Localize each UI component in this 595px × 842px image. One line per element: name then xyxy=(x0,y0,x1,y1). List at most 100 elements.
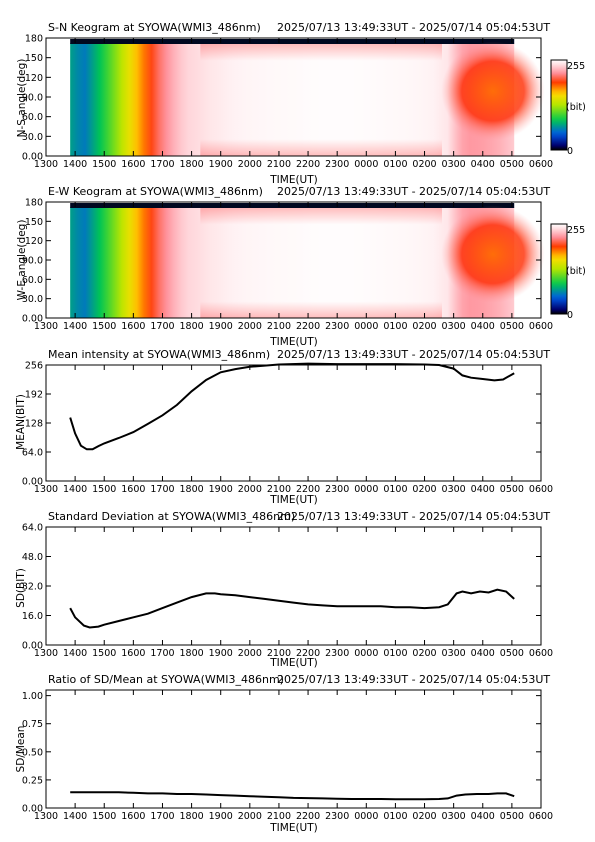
y-tick-label: 60.0 xyxy=(22,275,43,286)
mean-intensity-x-ticks: 1300 1400 1500 1600 1700 1800 1900 2000 2100 2200… xyxy=(34,365,553,495)
x-tick-label: 1400 xyxy=(63,811,87,822)
sn-keogram-range: 2025/07/13 13:49:33UT - 2025/07/14 05:04… xyxy=(277,21,550,34)
ew-colorbar-min: 0 xyxy=(567,310,573,321)
y-tick-label: 0.50 xyxy=(22,747,43,758)
y-tick-label: 180 xyxy=(25,198,43,209)
x-tick-label: 0100 xyxy=(383,648,407,659)
std-dev-ylabel: SD(BIT) xyxy=(15,568,27,608)
sd-mean-ratio-xlabel: TIME(UT) xyxy=(269,822,318,834)
x-tick-label: 1800 xyxy=(179,811,203,822)
sd-mean-ratio-line xyxy=(70,791,515,801)
x-tick-label: 1300 xyxy=(34,811,58,822)
x-tick-label: 1800 xyxy=(179,648,203,659)
x-tick-label: 2200 xyxy=(296,811,320,822)
x-tick-label: 0600 xyxy=(529,811,553,822)
std-dev-y-ticks: 0.00 16.0 32.0 48.0 64.0 xyxy=(22,523,541,652)
sd-mean-ratio-title: Ratio of SD/Mean at SYOWA(WMI3_486nm) xyxy=(48,673,284,686)
x-tick-label: 0400 xyxy=(471,648,495,659)
y-tick-label: 64.0 xyxy=(22,448,43,459)
x-tick-label: 0600 xyxy=(529,648,553,659)
x-tick-label: 1500 xyxy=(92,484,116,495)
std-dev-line xyxy=(69,588,515,629)
keogram-horizon-band xyxy=(70,39,515,44)
y-tick-label: 16.0 xyxy=(22,611,43,622)
x-tick-label: 1800 xyxy=(179,321,203,332)
x-tick-label: 1400 xyxy=(63,484,87,495)
sn-colorbar-bar xyxy=(550,59,568,151)
x-tick-label: 2300 xyxy=(325,648,349,659)
y-tick-label: 30.0 xyxy=(22,294,43,305)
x-tick-label: 2100 xyxy=(267,648,291,659)
std-dev-x-ticks: 1300 1400 1500 1600 1700 1800 1900 2000 2100 2200… xyxy=(34,527,553,659)
x-tick-label: 0000 xyxy=(354,159,378,170)
x-tick-label: 0100 xyxy=(383,159,407,170)
x-tick-label: 0000 xyxy=(354,484,378,495)
y-tick-label: 30.0 xyxy=(22,132,43,143)
ew-keogram-title: E-W Keogram at SYOWA(WMI3_486nm) xyxy=(48,185,263,198)
y-tick-label: 128 xyxy=(25,419,43,430)
ew-keogram-ylabel: W-E angle(deg) xyxy=(16,220,28,301)
x-tick-label: 0300 xyxy=(442,648,466,659)
y-tick-label: 120 xyxy=(25,73,43,84)
x-tick-label: 1500 xyxy=(92,648,116,659)
y-tick-label: 180 xyxy=(25,34,43,45)
x-tick-label: 0300 xyxy=(442,484,466,495)
x-tick-label: 1500 xyxy=(92,159,116,170)
keogram-dawn-brightening xyxy=(441,41,545,141)
x-tick-label: 1500 xyxy=(92,811,116,822)
mean-intensity-line xyxy=(69,362,515,451)
y-tick-label: 60.0 xyxy=(22,112,43,123)
y-tick-label: 256 xyxy=(25,361,43,372)
y-tick-label: 0.75 xyxy=(22,719,43,730)
y-tick-label: 0.25 xyxy=(22,775,43,786)
ew-colorbar: 255 (bit) 0 xyxy=(550,223,586,321)
mean-intensity-range: 2025/07/13 13:49:33UT - 2025/07/14 05:04… xyxy=(277,348,550,361)
std-dev-range: 2025/07/13 13:49:33UT - 2025/07/14 05:04… xyxy=(277,510,550,523)
x-tick-label: 1600 xyxy=(121,321,145,332)
x-tick-label: 0200 xyxy=(412,159,436,170)
x-tick-label: 1700 xyxy=(150,484,174,495)
sn-keogram-ylabel: N-S angle(deg) xyxy=(16,59,28,138)
x-tick-label: 2100 xyxy=(267,321,291,332)
x-tick-label: 0000 xyxy=(354,811,378,822)
sn-colorbar-min: 0 xyxy=(567,146,573,157)
mean-intensity-panel: Mean intensity at SYOWA(WMI3_486nm) 2025… xyxy=(15,348,553,506)
x-tick-label: 0400 xyxy=(471,811,495,822)
x-tick-label: 0500 xyxy=(500,648,524,659)
ew-keogram-panel: E-W Keogram at SYOWA(WMI3_486nm) 2025/07… xyxy=(16,185,586,348)
std-dev-panel: Standard Deviation at SYOWA(WMI3_486nm) … xyxy=(15,510,553,669)
sn-colorbar: 255 (bit) 0 xyxy=(550,59,586,157)
ew-keogram-range: 2025/07/13 13:49:33UT - 2025/07/14 05:04… xyxy=(277,185,550,198)
x-tick-label: 1800 xyxy=(179,159,203,170)
x-tick-label: 2000 xyxy=(238,648,262,659)
keogram-horizon-band xyxy=(70,203,515,208)
y-tick-label: 48.0 xyxy=(22,552,43,563)
x-tick-label: 0600 xyxy=(529,484,553,495)
sn-keogram-x-ticks: 1300 1400 1500 1600 1700 1800 1900 2000 2100 2200… xyxy=(34,38,553,170)
y-tick-label: 0.00 xyxy=(22,804,43,815)
mean-intensity-y-ticks: 0.00 64.0 128 192 256 xyxy=(22,361,541,488)
x-tick-label: 1300 xyxy=(34,484,58,495)
x-tick-label: 0500 xyxy=(500,159,524,170)
keogram-dawn-brightening xyxy=(441,205,545,303)
x-tick-label: 2100 xyxy=(267,811,291,822)
sn-keogram-xlabel: TIME(UT) xyxy=(269,174,318,186)
x-tick-label: 1900 xyxy=(209,648,233,659)
sd-mean-ratio-frame xyxy=(45,689,542,809)
y-tick-label: 1.00 xyxy=(22,691,43,702)
y-tick-label: 0.00 xyxy=(22,477,43,488)
ew-keogram-y-ticks: 0.00 30.0 60.0 90.0 120 150 180 xyxy=(22,198,541,325)
mean-intensity-ylabel: MEAN(BIT) xyxy=(15,394,27,450)
keogram-edge-shading xyxy=(200,208,442,318)
y-tick-label: 192 xyxy=(25,390,43,401)
x-tick-label: 1400 xyxy=(63,648,87,659)
ew-keogram-x-ticks: 1300 1400 1500 1600 1700 1800 1900 2000 2100 2200… xyxy=(34,202,553,332)
x-tick-label: 0500 xyxy=(500,811,524,822)
ew-colorbar-max: 255 xyxy=(567,225,585,236)
x-tick-label: 0100 xyxy=(383,321,407,332)
x-tick-label: 2000 xyxy=(238,321,262,332)
x-tick-label: 2100 xyxy=(267,484,291,495)
sn-keogram-title: S-N Keogram at SYOWA(WMI3_486nm) xyxy=(48,21,261,34)
x-tick-label: 0600 xyxy=(529,159,553,170)
x-tick-label: 1300 xyxy=(34,321,58,332)
